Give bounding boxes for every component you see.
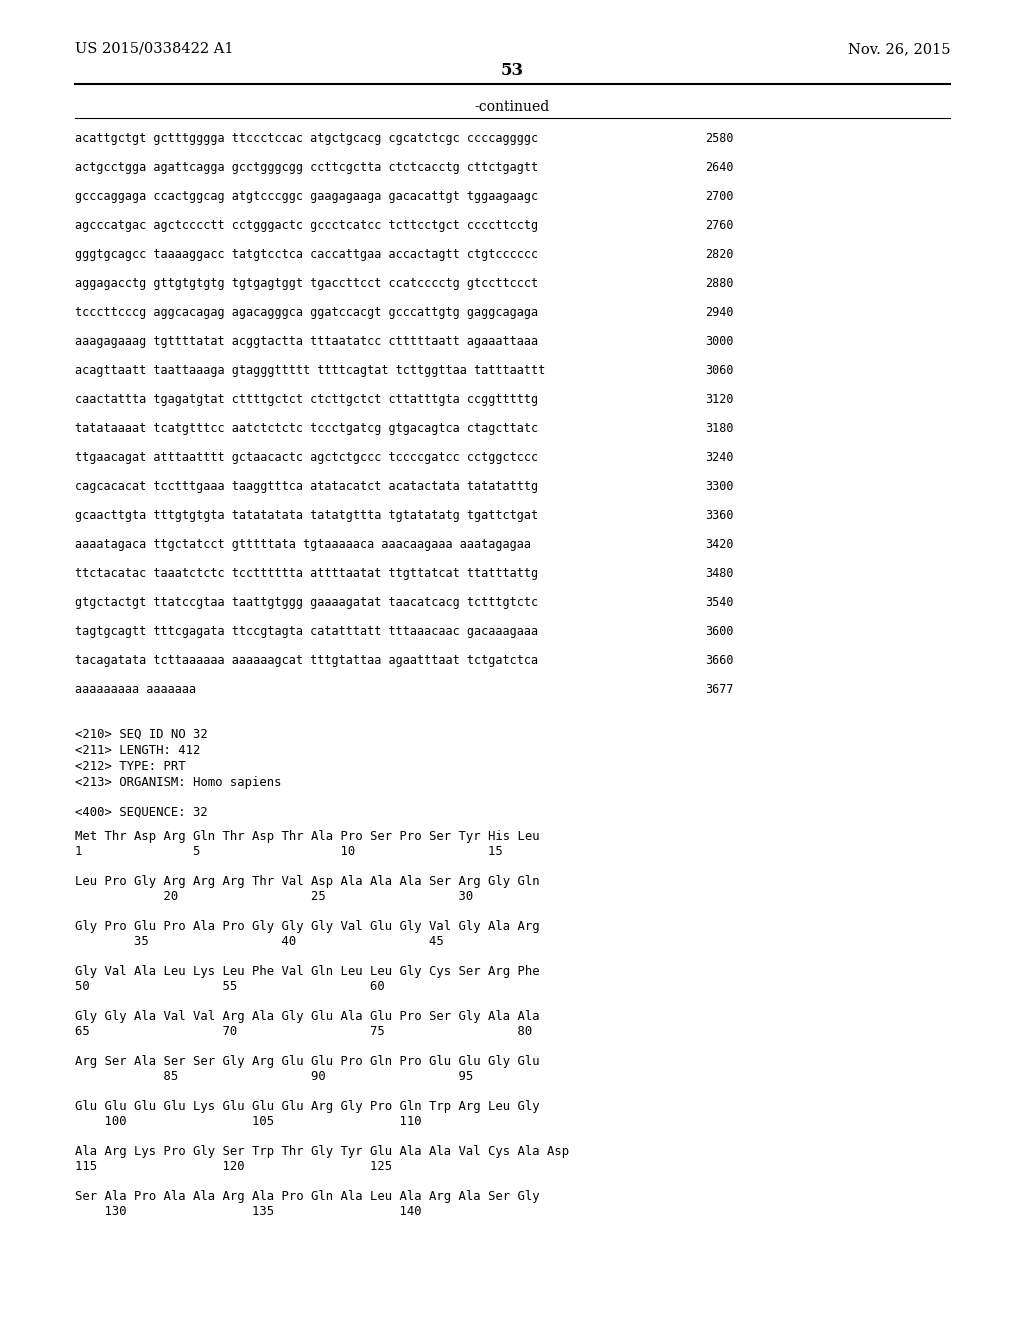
Text: acattgctgt gctttgggga ttccctccac atgctgcacg cgcatctcgc ccccaggggc: acattgctgt gctttgggga ttccctccac atgctgc… [75,132,539,145]
Text: aggagacctg gttgtgtgtg tgtgagtggt tgaccttcct ccatcccctg gtccttccct: aggagacctg gttgtgtgtg tgtgagtggt tgacctt… [75,277,539,290]
Text: 85                  90                  95: 85 90 95 [75,1071,473,1082]
Text: 2760: 2760 [705,219,733,232]
Text: Ser Ala Pro Ala Ala Arg Ala Pro Gln Ala Leu Ala Arg Ala Ser Gly: Ser Ala Pro Ala Ala Arg Ala Pro Gln Ala … [75,1191,540,1203]
Text: 3420: 3420 [705,539,733,550]
Text: 100                 105                 110: 100 105 110 [75,1115,422,1129]
Text: 3360: 3360 [705,510,733,521]
Text: ttgaacagat atttaatttt gctaacactc agctctgccc tccccgatcc cctggctccc: ttgaacagat atttaatttt gctaacactc agctctg… [75,451,539,465]
Text: 2880: 2880 [705,277,733,290]
Text: Leu Pro Gly Arg Arg Arg Thr Val Asp Ala Ala Ala Ser Arg Gly Gln: Leu Pro Gly Arg Arg Arg Thr Val Asp Ala … [75,875,540,888]
Text: 3120: 3120 [705,393,733,407]
Text: actgcctgga agattcagga gcctgggcgg ccttcgctta ctctcacctg cttctgagtt: actgcctgga agattcagga gcctgggcgg ccttcgc… [75,161,539,174]
Text: 3540: 3540 [705,597,733,609]
Text: 3677: 3677 [705,682,733,696]
Text: <211> LENGTH: 412: <211> LENGTH: 412 [75,744,201,756]
Text: aaaatagaca ttgctatcct gtttttata tgtaaaaaca aaacaagaaa aaatagagaa: aaaatagaca ttgctatcct gtttttata tgtaaaaa… [75,539,531,550]
Text: Nov. 26, 2015: Nov. 26, 2015 [848,42,950,55]
Text: tagtgcagtt tttcgagata ttccgtagta catatttatt tttaaacaac gacaaagaaa: tagtgcagtt tttcgagata ttccgtagta catattt… [75,624,539,638]
Text: tcccttcccg aggcacagag agacagggca ggatccacgt gcccattgtg gaggcagaga: tcccttcccg aggcacagag agacagggca ggatcca… [75,306,539,319]
Text: Arg Ser Ala Ser Ser Gly Arg Glu Glu Pro Gln Pro Glu Glu Gly Glu: Arg Ser Ala Ser Ser Gly Arg Glu Glu Pro … [75,1055,540,1068]
Text: 65                  70                  75                  80: 65 70 75 80 [75,1026,532,1038]
Text: 3480: 3480 [705,568,733,579]
Text: ttctacatac taaatctctc tcctttttta attttaatat ttgttatcat ttatttattg: ttctacatac taaatctctc tcctttttta attttaa… [75,568,539,579]
Text: -continued: -continued [474,100,550,114]
Text: <213> ORGANISM: Homo sapiens: <213> ORGANISM: Homo sapiens [75,776,282,789]
Text: 115                 120                 125: 115 120 125 [75,1160,392,1173]
Text: 1               5                   10                  15: 1 5 10 15 [75,845,503,858]
Text: caactattta tgagatgtat cttttgctct ctcttgctct cttatttgta ccggtttttg: caactattta tgagatgtat cttttgctct ctcttgc… [75,393,539,407]
Text: 2820: 2820 [705,248,733,261]
Text: gcaacttgta tttgtgtgta tatatatata tatatgttta tgtatatatg tgattctgat: gcaacttgta tttgtgtgta tatatatata tatatgt… [75,510,539,521]
Text: 2940: 2940 [705,306,733,319]
Text: tacagatata tcttaaaaaa aaaaaagcat tttgtattaa agaatttaat tctgatctca: tacagatata tcttaaaaaa aaaaaagcat tttgtat… [75,653,539,667]
Text: gggtgcagcc taaaaggacc tatgtcctca caccattgaa accactagtt ctgtcccccc: gggtgcagcc taaaaggacc tatgtcctca caccatt… [75,248,539,261]
Text: 50                  55                  60: 50 55 60 [75,979,385,993]
Text: Gly Val Ala Leu Lys Leu Phe Val Gln Leu Leu Gly Cys Ser Arg Phe: Gly Val Ala Leu Lys Leu Phe Val Gln Leu … [75,965,540,978]
Text: 3000: 3000 [705,335,733,348]
Text: Met Thr Asp Arg Gln Thr Asp Thr Ala Pro Ser Pro Ser Tyr His Leu: Met Thr Asp Arg Gln Thr Asp Thr Ala Pro … [75,830,540,843]
Text: Gly Gly Ala Val Val Arg Ala Gly Glu Ala Glu Pro Ser Gly Ala Ala: Gly Gly Ala Val Val Arg Ala Gly Glu Ala … [75,1010,540,1023]
Text: tatataaaat tcatgtttcc aatctctctc tccctgatcg gtgacagtca ctagcttatc: tatataaaat tcatgtttcc aatctctctc tccctga… [75,422,539,436]
Text: gtgctactgt ttatccgtaa taattgtggg gaaaagatat taacatcacg tctttgtctc: gtgctactgt ttatccgtaa taattgtggg gaaaaga… [75,597,539,609]
Text: Ala Arg Lys Pro Gly Ser Trp Thr Gly Tyr Glu Ala Ala Val Cys Ala Asp: Ala Arg Lys Pro Gly Ser Trp Thr Gly Tyr … [75,1144,569,1158]
Text: 3600: 3600 [705,624,733,638]
Text: cagcacacat tcctttgaaa taaggtttca atatacatct acatactata tatatatttg: cagcacacat tcctttgaaa taaggtttca atataca… [75,480,539,492]
Text: Gly Pro Glu Pro Ala Pro Gly Gly Gly Val Glu Gly Val Gly Ala Arg: Gly Pro Glu Pro Ala Pro Gly Gly Gly Val … [75,920,540,933]
Text: 3240: 3240 [705,451,733,465]
Text: <212> TYPE: PRT: <212> TYPE: PRT [75,760,185,774]
Text: 2700: 2700 [705,190,733,203]
Text: 3300: 3300 [705,480,733,492]
Text: gcccaggaga ccactggcag atgtcccggc gaagagaaga gacacattgt tggaagaagc: gcccaggaga ccactggcag atgtcccggc gaagaga… [75,190,539,203]
Text: 2580: 2580 [705,132,733,145]
Text: aaagagaaag tgttttatat acggtactta tttaatatcc ctttttaatt agaaattaaa: aaagagaaag tgttttatat acggtactta tttaata… [75,335,539,348]
Text: acagttaatt taattaaaga gtagggttttt ttttcagtat tcttggttaa tatttaattt: acagttaatt taattaaaga gtagggttttt ttttca… [75,364,545,378]
Text: US 2015/0338422 A1: US 2015/0338422 A1 [75,42,233,55]
Text: 2640: 2640 [705,161,733,174]
Text: agcccatgac agctcccctt cctgggactc gccctcatcc tcttcctgct ccccttcctg: agcccatgac agctcccctt cctgggactc gccctca… [75,219,539,232]
Text: 130                 135                 140: 130 135 140 [75,1205,422,1218]
Text: Glu Glu Glu Glu Lys Glu Glu Glu Arg Gly Pro Gln Trp Arg Leu Gly: Glu Glu Glu Glu Lys Glu Glu Glu Arg Gly … [75,1100,540,1113]
Text: <400> SEQUENCE: 32: <400> SEQUENCE: 32 [75,807,208,818]
Text: 3660: 3660 [705,653,733,667]
Text: aaaaaaaaa aaaaaaa: aaaaaaaaa aaaaaaa [75,682,197,696]
Text: <210> SEQ ID NO 32: <210> SEQ ID NO 32 [75,729,208,741]
Text: 3180: 3180 [705,422,733,436]
Text: 20                  25                  30: 20 25 30 [75,890,473,903]
Text: 35                  40                  45: 35 40 45 [75,935,443,948]
Text: 53: 53 [501,62,523,79]
Text: 3060: 3060 [705,364,733,378]
